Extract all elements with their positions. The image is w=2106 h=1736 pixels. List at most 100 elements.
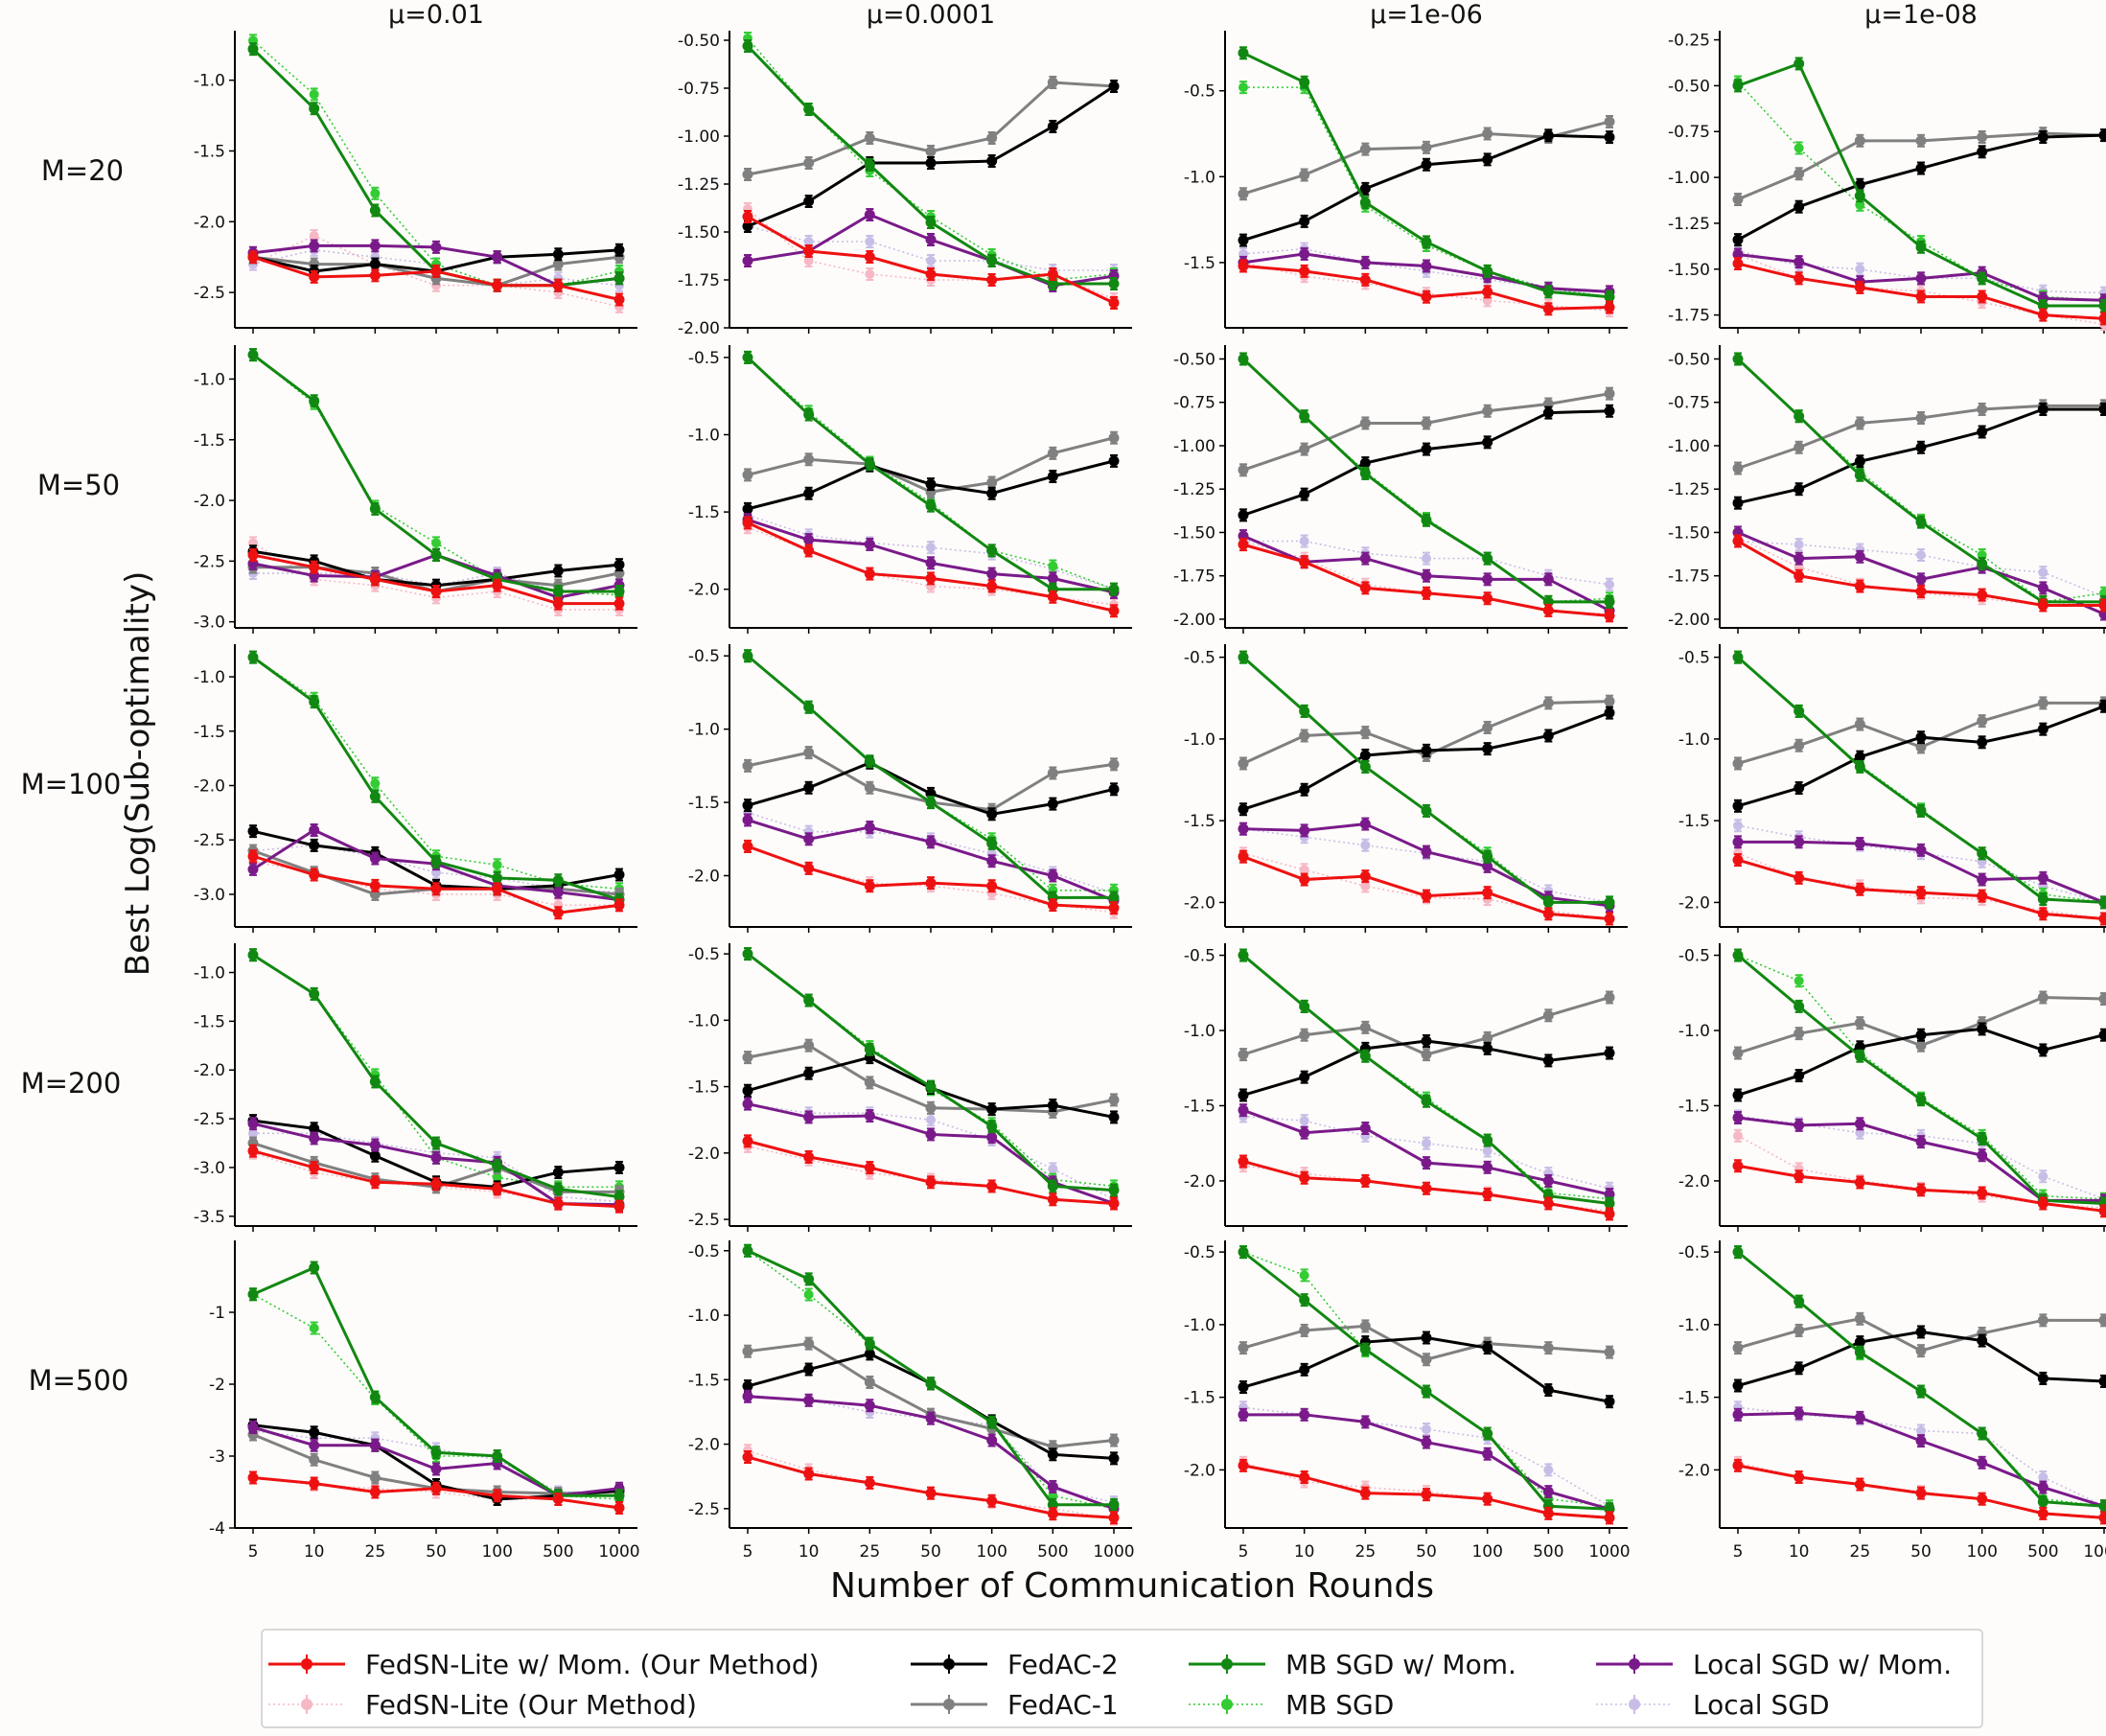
data-point [925, 157, 937, 169]
data-point [803, 1111, 815, 1123]
data-point [2098, 599, 2106, 611]
data-point [1108, 1111, 1120, 1123]
data-point [1854, 190, 1865, 201]
series-fedac2 [742, 80, 1120, 233]
data-point [925, 572, 937, 584]
data-point [1047, 121, 1058, 132]
data-point [1047, 891, 1058, 903]
data-point [1299, 1325, 1310, 1336]
data-point [369, 1392, 381, 1402]
y-tick-label: -0.5 [1678, 947, 1710, 966]
data-point [492, 580, 503, 591]
data-point [1733, 1130, 1743, 1141]
data-point [1732, 1048, 1744, 1059]
data-point [247, 949, 259, 961]
y-tick-label: -2.0 [194, 213, 225, 232]
series-line [1242, 656, 1609, 904]
data-point [1604, 116, 1615, 127]
y-tick-label: -1.25 [1668, 215, 1710, 234]
series-mbsgd_mom [247, 948, 625, 1204]
data-point [1794, 1028, 1805, 1039]
y-tick-label: -2.0 [1184, 893, 1215, 913]
data-point [1854, 1051, 1865, 1062]
data-point [248, 1128, 258, 1139]
data-point [247, 43, 259, 55]
data-point [1915, 573, 1927, 585]
y-tick-label: -0.5 [1184, 1243, 1215, 1262]
data-point [1359, 582, 1371, 593]
series-mbsgd_mom [742, 350, 1120, 596]
data-point [1482, 1162, 1493, 1173]
data-point [1915, 731, 1927, 743]
data-point [369, 503, 381, 515]
data-point [1854, 470, 1865, 481]
data-point [2098, 312, 2106, 324]
data-point [1855, 199, 1865, 210]
data-point [309, 562, 320, 573]
data-point [370, 778, 381, 789]
data-point [1299, 1127, 1310, 1139]
data-point [1915, 290, 1927, 302]
data-point [1108, 297, 1120, 309]
x-tick-label: 100 [1471, 1542, 1502, 1562]
panel-1-2: -2.00 -1.75 -1.50 -1.25 -1.00 -0.75 -0.50 [1173, 345, 1628, 634]
series-fedsn_mom [742, 1450, 1120, 1525]
data-point [1543, 1465, 1554, 1475]
data-point [369, 1150, 381, 1162]
data-point [1732, 194, 1744, 205]
data-point [1359, 417, 1371, 428]
data-point [1794, 143, 1804, 153]
data-point [430, 1152, 442, 1164]
series-fedsn_mom [247, 1144, 625, 1214]
data-point [1915, 586, 1927, 597]
data-point [1047, 448, 1058, 459]
data-point [552, 907, 564, 918]
data-point [1359, 750, 1371, 761]
x-tick-label: 500 [2027, 1542, 2058, 1562]
data-point [1299, 865, 1309, 875]
data-point [1238, 539, 1249, 550]
data-point [742, 255, 753, 266]
x-tick-label: 100 [976, 1542, 1007, 1562]
y-tick-label: -1.0 [194, 370, 225, 389]
data-point [1794, 540, 1804, 550]
data-point [742, 1135, 753, 1146]
series-fedsn_mom [247, 1470, 625, 1515]
y-tick-label: -1.5 [688, 794, 720, 813]
series-fedsn_mom [742, 1134, 1120, 1211]
data-point [613, 1191, 625, 1202]
data-point [864, 782, 875, 794]
series-mbsgd_mom [247, 650, 625, 907]
data-point [247, 251, 259, 263]
series-fedsn_mom [1238, 1458, 1615, 1525]
data-point [1732, 536, 1744, 547]
y-tick-label: -1.5 [1184, 254, 1215, 273]
data-point [864, 539, 875, 550]
data-point [369, 240, 381, 251]
data-point [1542, 129, 1554, 141]
data-point [492, 280, 503, 291]
data-point [742, 841, 753, 852]
data-point [1238, 950, 1249, 961]
series-fedac1 [1238, 694, 1615, 771]
data-point [925, 234, 937, 245]
data-point [1604, 388, 1615, 400]
data-point [2098, 1205, 2106, 1216]
data-point [1299, 1409, 1310, 1421]
data-point [1421, 588, 1432, 599]
data-point [1421, 1354, 1432, 1365]
data-point [247, 1422, 259, 1433]
data-point [925, 1176, 937, 1188]
y-tick-label: -2.0 [688, 1145, 720, 1164]
data-point [925, 478, 937, 490]
data-point [1359, 1344, 1371, 1355]
data-point [1359, 457, 1371, 469]
data-point [1854, 417, 1865, 428]
panel-1-0: -3.0 -2.5 -2.0 -1.5 -1.0 [194, 345, 637, 634]
y-tick-label: -1.0 [194, 668, 225, 687]
y-tick-label: -2.5 [688, 1211, 720, 1230]
series-fedsn [743, 1444, 1119, 1526]
data-point [986, 255, 998, 266]
data-point [1482, 405, 1493, 417]
data-point [1047, 1180, 1058, 1192]
